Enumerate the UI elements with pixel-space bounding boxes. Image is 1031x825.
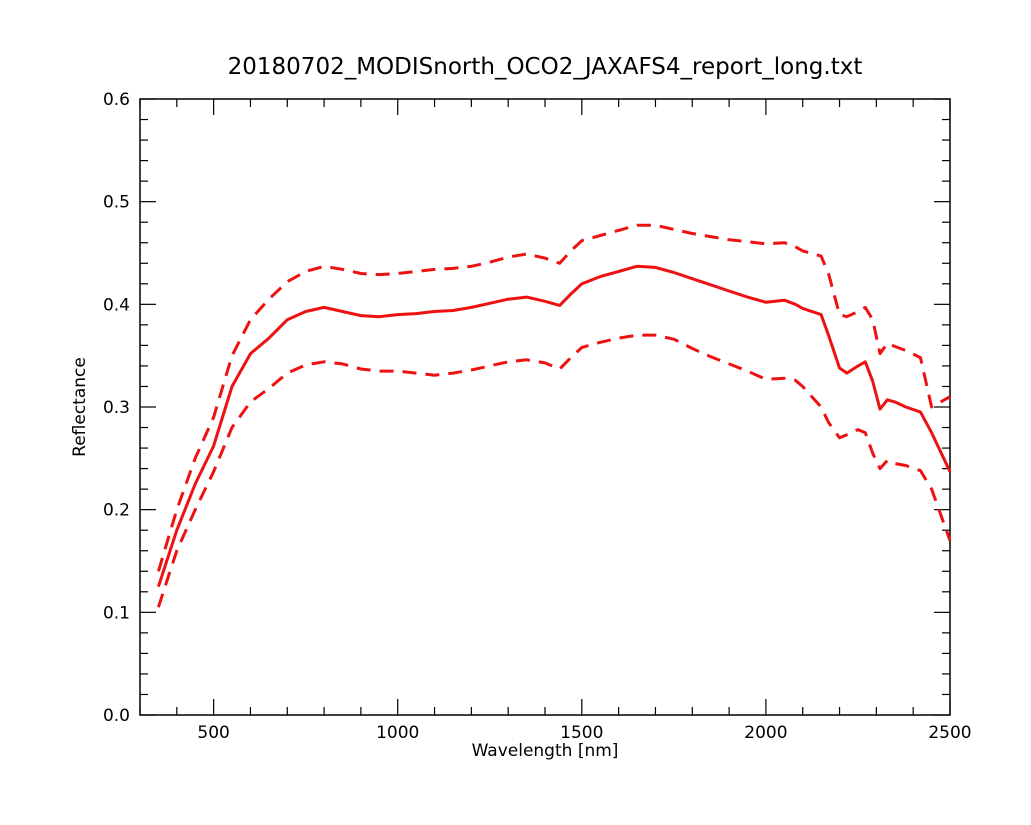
y-axis: 0.0 0.1 0.2 0.3 0.4 0.5 0.6: [103, 90, 950, 726]
series-line-dashed-2: [156, 333, 952, 608]
y-tick-label: 0.0: [103, 706, 130, 726]
series-line-solid: [156, 264, 952, 588]
x-tick-label: 1500: [560, 723, 603, 743]
y-tick-label: 0.6: [103, 90, 130, 110]
x-axis-label: Wavelength [nm]: [472, 741, 619, 761]
y-tick-label: 0.1: [103, 603, 130, 623]
series-layer: [156, 223, 952, 608]
x-tick-label: 2500: [928, 723, 971, 743]
y-tick-label: 0.5: [103, 193, 130, 213]
plot-frame: [139, 98, 951, 716]
y-axis-label: Reflectance: [70, 357, 90, 457]
series-line-dashed-1: [156, 223, 951, 572]
y-tick-label: 0.4: [103, 295, 130, 315]
x-tick-label: 500: [197, 723, 229, 743]
y-tick-label: 0.2: [103, 501, 130, 521]
x-axis: 500 1000 1500 2000 2500: [139, 99, 972, 743]
x-tick-label: 2000: [744, 723, 787, 743]
chart-title: 20180702_MODISnorth_OCO2_JAXAFS4_report_…: [228, 54, 863, 80]
x-tick-label: 1000: [376, 723, 419, 743]
y-tick-label: 0.3: [103, 398, 130, 418]
